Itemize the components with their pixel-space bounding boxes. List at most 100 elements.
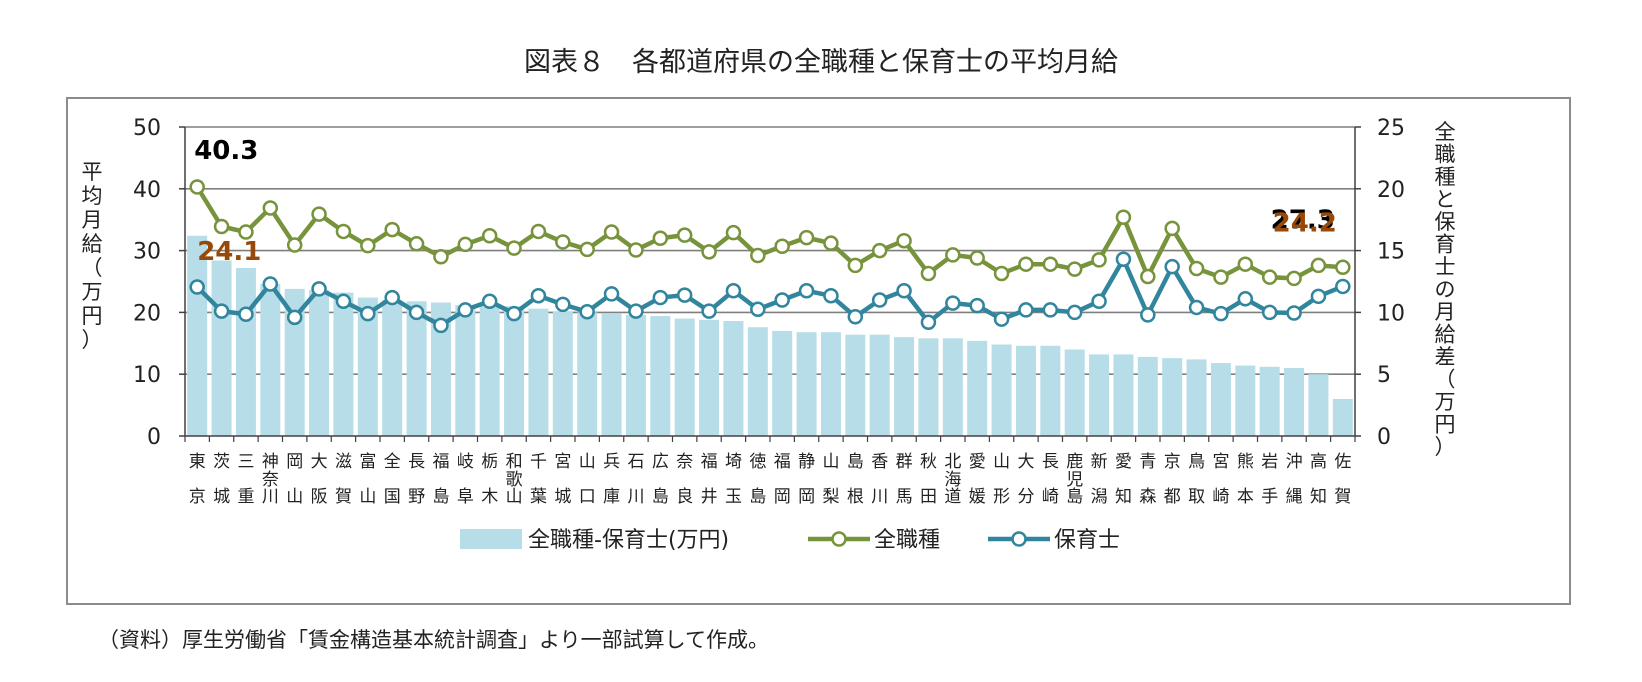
x-tick-label: 愛媛 (969, 452, 986, 507)
data-callout: 24.2 (1273, 208, 1337, 238)
chart-svg: 0 10 20 30 40 50 0 5 10 15 20 25 東京茨城三重神奈川岡山大阪滋賀富山全国… (82, 116, 1456, 553)
series-point (481, 293, 498, 310)
series-point (579, 304, 595, 320)
diff-bar (625, 314, 646, 436)
diff-bar (650, 316, 671, 436)
series-point (335, 293, 352, 310)
series-point (774, 238, 790, 255)
right-tick-label: 5 (1377, 363, 1391, 388)
diff-bar (1162, 358, 1183, 436)
series-point (823, 235, 839, 251)
source-note: （資料）厚生労働省「賃金構造基本統計調査」より一部試算して作成。 (98, 628, 769, 652)
legend-label: 全職種-保育士(万円) (528, 528, 729, 553)
diff-bar (211, 260, 232, 436)
legend-swatch-point (1011, 531, 1027, 547)
series-point (725, 283, 742, 299)
right-tick-label: 20 (1377, 178, 1405, 203)
series-point (1237, 291, 1254, 307)
x-tick-label: 愛知 (1115, 452, 1132, 507)
x-tick-label: 群馬 (896, 452, 913, 507)
series-point (238, 306, 254, 323)
x-tick-label: 佐賀 (1334, 452, 1351, 507)
diff-bar (1259, 366, 1280, 436)
x-tick-label: 神奈川 (262, 452, 279, 507)
series-point (1237, 256, 1254, 272)
series-point (1042, 302, 1059, 318)
series-point (725, 224, 742, 241)
series-point (408, 236, 425, 252)
x-tick-label: 千葉 (530, 452, 547, 507)
diff-bar (333, 292, 354, 436)
series-point (1115, 251, 1132, 268)
series-point (1042, 256, 1059, 272)
series-point (286, 237, 303, 253)
x-tick-label: 岐阜 (457, 452, 474, 507)
diff-bar (894, 337, 915, 436)
series-point (628, 303, 644, 319)
left-tick-label: 20 (133, 301, 161, 326)
series-point (384, 289, 400, 306)
series-point (433, 317, 449, 334)
x-tick-label: 滋賀 (335, 452, 352, 507)
series-point (945, 247, 961, 263)
x-tick-label: 北海道 (944, 452, 961, 507)
x-tick-label: 栃木 (481, 452, 498, 507)
series-point (993, 265, 1010, 282)
x-tick-label: 岡山 (286, 452, 303, 507)
series-point (311, 281, 327, 297)
x-tick-label: 秋田 (920, 452, 937, 507)
diff-bar (455, 304, 476, 436)
left-tick-label: 30 (133, 240, 161, 265)
legend-label: 保育士 (1054, 528, 1120, 553)
x-tick-label: 茨城 (213, 452, 230, 507)
series-point (213, 218, 230, 235)
diff-bar (869, 334, 890, 436)
diff-bar (723, 321, 744, 436)
x-tick-label: 熊本 (1237, 452, 1254, 507)
diff-bar (942, 338, 963, 436)
right-axis-title: 全職種と保育士の月給差（万円） (1435, 120, 1456, 459)
x-tick-label: 岩手 (1261, 452, 1278, 507)
legend: 全職種-保育士(万円) 全職種 保育士 (460, 528, 1120, 553)
series-point (360, 305, 376, 322)
data-callout: 27.3 (1271, 205, 1335, 235)
x-tick-label: 石川 (627, 452, 644, 507)
x-tick-label: 香川 (871, 452, 888, 507)
left-tick-label: 10 (133, 363, 161, 388)
series-point (969, 297, 985, 314)
x-tick-label: 鹿児島 (1066, 452, 1083, 507)
legend-label: 全職種 (874, 528, 940, 553)
series-point (1286, 270, 1302, 287)
series-point (555, 234, 571, 250)
series-point (896, 283, 912, 299)
series-point (1213, 305, 1229, 322)
diff-bar (235, 267, 256, 436)
series-point (945, 295, 961, 311)
x-tick-label: 大分 (1017, 452, 1034, 507)
diff-bar (382, 300, 403, 436)
diff-bar (601, 313, 622, 436)
diff-bar (1113, 354, 1134, 436)
diff-bar (260, 283, 281, 436)
diff-bar (796, 332, 817, 436)
x-tick-label: 長崎 (1042, 452, 1059, 507)
diff-bar (820, 332, 841, 436)
series-point (701, 244, 717, 260)
series-point (1018, 302, 1034, 318)
series-point (652, 289, 669, 306)
series-point (1066, 261, 1083, 277)
x-tick-label: 福島 (432, 452, 449, 507)
x-tick-label: 埼玉 (725, 452, 742, 507)
series-point (1261, 304, 1278, 321)
x-tick-label: 福井 (701, 452, 718, 507)
right-tick-label: 25 (1377, 116, 1405, 141)
series-point (750, 301, 766, 318)
series-point (238, 224, 254, 240)
series-point (1115, 209, 1132, 225)
series-point (1335, 259, 1351, 276)
series-point (628, 242, 644, 258)
diff-bar (504, 306, 525, 436)
series-point (847, 257, 864, 274)
series-point (457, 236, 474, 253)
x-tick-label: 宮崎 (1212, 452, 1229, 507)
